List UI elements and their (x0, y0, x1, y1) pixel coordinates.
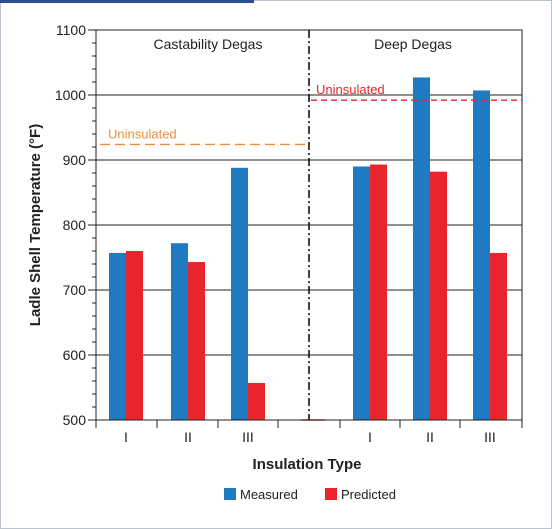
y-tick-label: 1100 (56, 22, 86, 38)
y-tick-label: 500 (63, 412, 87, 428)
legend-swatch-measured (224, 488, 236, 500)
x-tick-label: I (124, 429, 128, 445)
uninsulated-label-1: Uninsulated (316, 82, 385, 97)
bar-predicted-0-III (248, 382, 265, 420)
y-tick-label: 1000 (55, 87, 86, 103)
y-tick-label: 900 (63, 152, 87, 168)
uninsulated-label-0: Uninsulated (108, 126, 177, 141)
y-tick-label: 700 (63, 282, 87, 298)
reference-lines: Uninsulated Uninsulated (100, 82, 522, 146)
bar-predicted-1-III (490, 252, 507, 420)
y-axis-title: Ladle Shell Temperature (°F) (27, 124, 44, 326)
header-accent-bar (0, 0, 254, 3)
bar-measured-0-III (231, 167, 248, 420)
x-tick-label: I (368, 429, 372, 445)
bars (109, 77, 507, 421)
x-tick-label: III (242, 429, 254, 445)
panel-title-castability: Castability Degas (154, 36, 263, 52)
x-tick-label: III (484, 429, 496, 445)
x-tick-label: II (184, 429, 192, 445)
bar-measured-0-II (171, 243, 188, 420)
x-axis-title: Insulation Type (253, 456, 362, 473)
x-axis-ticks: I II III I II III (95, 420, 523, 445)
bar-measured-1-I (353, 166, 370, 420)
legend-label-measured: Measured (240, 487, 298, 502)
legend-label-predicted: Predicted (341, 487, 396, 502)
bar-predicted-1-II (430, 171, 447, 420)
legend-swatch-predicted (325, 488, 337, 500)
bar-predicted-1-I (370, 164, 387, 420)
bar-measured-1-III (473, 90, 490, 420)
x-tick-label: II (426, 429, 434, 445)
legend: Measured Predicted (224, 487, 396, 502)
bar-measured-0-I (109, 252, 126, 420)
bar-measured-1-II (413, 77, 430, 420)
bar-predicted-0-II (188, 262, 205, 420)
y-axis-ticks: 500 600 700 800 900 1000 1100 (55, 22, 96, 428)
y-tick-label: 800 (63, 217, 87, 233)
y-tick-label: 600 (63, 347, 87, 363)
bar-predicted-0-I (126, 251, 143, 420)
panel-title-deep-degas: Deep Degas (374, 36, 452, 52)
